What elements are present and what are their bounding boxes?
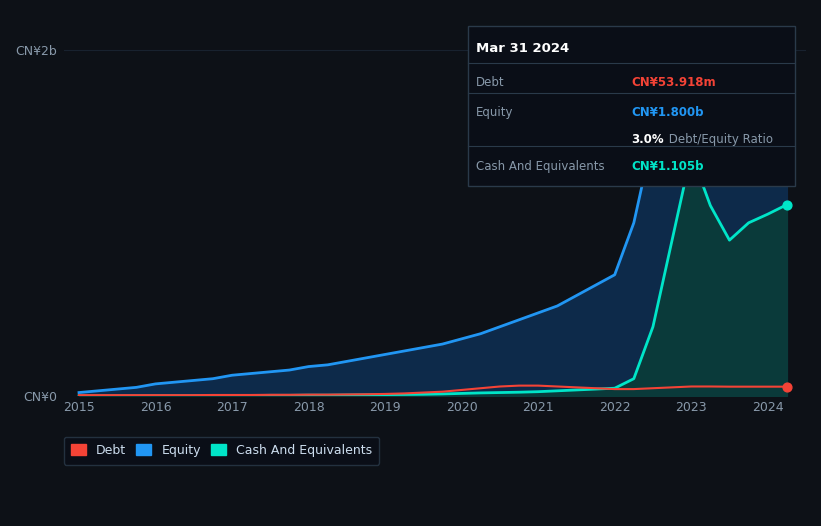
Point	[780, 200, 793, 209]
Legend: Debt, Equity, Cash And Equivalents: Debt, Equity, Cash And Equivalents	[64, 437, 379, 464]
Point	[780, 382, 793, 391]
Text: Debt: Debt	[475, 76, 504, 89]
Text: Cash And Equivalents: Cash And Equivalents	[475, 160, 604, 173]
Text: Mar 31 2024: Mar 31 2024	[475, 42, 569, 55]
Text: Debt/Equity Ratio: Debt/Equity Ratio	[665, 133, 773, 146]
Text: CN¥1.105b: CN¥1.105b	[631, 160, 704, 173]
Text: CN¥1.800b: CN¥1.800b	[631, 106, 704, 119]
FancyBboxPatch shape	[468, 26, 795, 186]
Point	[780, 80, 793, 88]
Text: Equity: Equity	[475, 106, 513, 119]
Text: CN¥53.918m: CN¥53.918m	[631, 76, 716, 89]
Text: 3.0%: 3.0%	[631, 133, 664, 146]
